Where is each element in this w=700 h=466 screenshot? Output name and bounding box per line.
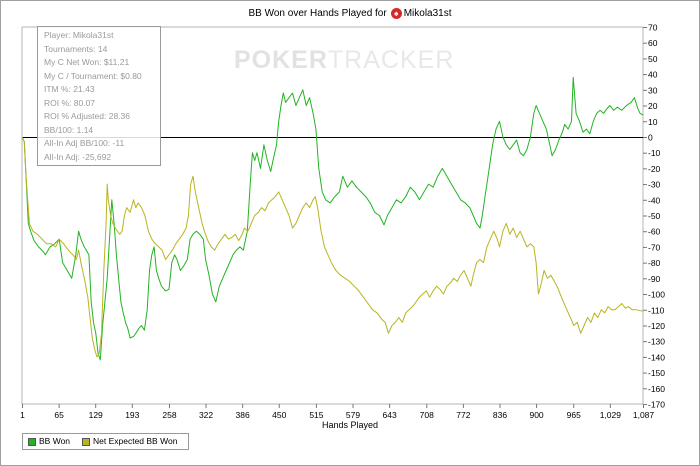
- y-tick-label: -70: [648, 242, 661, 252]
- x-tick-label: 322: [199, 410, 213, 420]
- y-tick-label: -160: [648, 384, 665, 394]
- y-tick-label: 40: [648, 70, 658, 80]
- stat-itm: ITM %: 21.43: [44, 84, 95, 94]
- stat-player: Player: Mikola31st: [44, 30, 114, 40]
- stat-bb100: BB/100: 1.14: [44, 124, 94, 135]
- x-tick-label: 258: [162, 410, 176, 420]
- y-tick-label: -150: [648, 368, 665, 378]
- stat-allin-bb100: All-In Adj BB/100: -11: [44, 138, 125, 148]
- chart-title-player: Mikola31st: [403, 8, 452, 19]
- y-tick-label: -80: [648, 258, 661, 268]
- legend-swatch-bb-won: [28, 437, 36, 446]
- x-tick-label: 708: [420, 410, 434, 420]
- y-tick-label: -170: [648, 400, 665, 410]
- y-tick-label: -100: [648, 290, 665, 300]
- series-lines: [21, 76, 644, 361]
- spade-icon: ♠: [390, 8, 402, 19]
- y-tick-label: 30: [648, 85, 658, 95]
- x-axis-label: Hands Played: [321, 420, 379, 430]
- stat-net-won: My C Net Won: $11.21: [44, 57, 130, 67]
- chart-title-prefix: BB Won over Hands Played for: [248, 8, 387, 19]
- x-tick-label: 643: [383, 410, 397, 420]
- stat-tournaments: Tournaments: 14: [44, 43, 108, 54]
- series-line-bb-won: [21, 76, 644, 361]
- stat-allin-adj: All-In Adj: -25,692: [44, 151, 112, 162]
- watermark-light: TRACKER: [327, 46, 455, 74]
- axes: 70 60 50 40 30 20 10 0 -10 -20 -30 -40 -50 -60 -70 -80 -…: [20, 23, 665, 421]
- x-tick-label: 900: [529, 410, 543, 420]
- legend-label-expected: Net Expected BB Won: [93, 436, 178, 446]
- legend: BB Won Net Expected BB Won: [22, 433, 189, 450]
- y-tick-label: -30: [648, 180, 661, 190]
- y-tick-label: -60: [648, 227, 661, 237]
- y-tick-label: -10: [648, 148, 661, 158]
- x-tick-label: 772: [456, 410, 470, 420]
- watermark: POKERTRACKER: [234, 46, 454, 75]
- y-tick-label: -120: [648, 321, 665, 331]
- y-tick-label: -40: [648, 195, 661, 205]
- y-tick-label: -50: [648, 211, 661, 221]
- x-tick-label: 579: [346, 410, 360, 420]
- x-tick-label: 515: [309, 410, 323, 420]
- stat-roi-adjusted: ROI % Adjusted: 28.36: [44, 111, 130, 121]
- watermark-bold: POKER: [234, 46, 328, 74]
- y-tick-label: -130: [648, 337, 665, 347]
- x-tick-label: 129: [89, 410, 103, 420]
- legend-item-bb-won[interactable]: BB Won: [28, 436, 70, 446]
- legend-item-expected[interactable]: Net Expected BB Won: [82, 436, 177, 446]
- y-tick-label: 60: [648, 38, 658, 48]
- chart-title: BB Won over Hands Played for ♠ Mikola31st: [0, 8, 700, 19]
- y-tick-label: -110: [648, 305, 665, 315]
- x-tick-label: 965: [567, 410, 581, 420]
- x-tick-label: 450: [272, 410, 286, 420]
- x-tick-label: 1,087: [633, 410, 655, 420]
- y-tick-label: 0: [648, 132, 653, 142]
- y-tick-label: 20: [648, 101, 658, 111]
- y-tick-label: 50: [648, 54, 658, 64]
- x-tick-label: 65: [54, 410, 64, 420]
- x-tick-label: 1: [20, 410, 25, 420]
- x-tick-label: 836: [493, 410, 507, 420]
- y-tick-label: -90: [648, 274, 661, 284]
- legend-swatch-expected: [82, 437, 90, 446]
- stats-box: Player: Mikola31st Tournaments: 14 My C …: [37, 26, 161, 166]
- series-line-expected: [21, 136, 644, 358]
- x-tick-label: 386: [236, 410, 250, 420]
- legend-label-bb-won: BB Won: [39, 436, 71, 446]
- y-tick-label: 70: [648, 23, 658, 33]
- x-tick-label: 1,029: [600, 410, 622, 420]
- y-tick-label: -20: [648, 164, 661, 174]
- stat-roi: ROI %: 80.07: [44, 97, 96, 108]
- y-tick-label: 10: [648, 117, 658, 127]
- stat-per-tournament: My C / Tournament: $0.80: [44, 70, 142, 81]
- x-tick-label: 193: [125, 410, 139, 420]
- y-tick-label: -140: [648, 352, 665, 362]
